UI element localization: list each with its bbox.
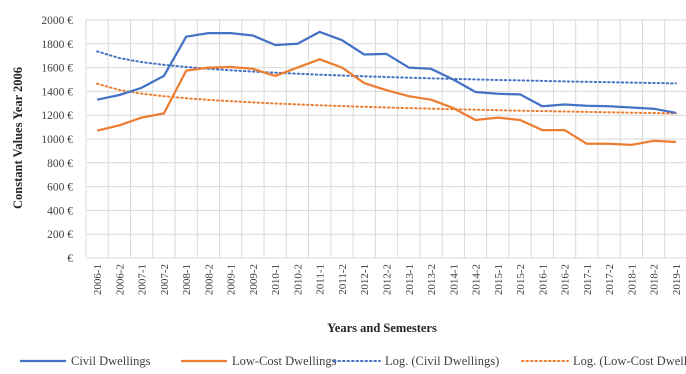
x-tick-label: 2013-1 (404, 264, 416, 295)
x-tick-label: 2014-2 (471, 264, 483, 295)
y-tick-label: 2000 € (41, 15, 73, 27)
legend: Civil Dwellings Low-Cost Dwellings Log. (C… (20, 354, 686, 368)
legend-label: Civil Dwellings (71, 354, 151, 368)
legend-label: Low-Cost Dwellings (232, 354, 337, 368)
y-tick-label: € (67, 253, 73, 265)
x-tick-label: 2018-2 (649, 264, 661, 295)
series-line-civil-dwellings (96, 30, 677, 114)
series-line-log-civil-dwellings (96, 50, 677, 85)
x-tick-label: 2010-1 (270, 264, 282, 295)
x-tick-label: 2006-2 (114, 264, 126, 295)
y-axis-title: Constant Values Year 2006 (11, 67, 25, 209)
x-tick-label: 2011-2 (337, 264, 349, 295)
x-tick-label: 2015-2 (515, 264, 527, 295)
y-tick-label: 600 € (47, 182, 73, 194)
y-axis-ticks: €200 € 400 € 600 € 800 € 1000 € 1200 € 1400 € 1… (41, 15, 73, 265)
x-tick-label: 2015-1 (493, 264, 505, 295)
x-tick-label: 2009-1 (226, 264, 238, 295)
x-tick-label: 2014-1 (448, 264, 460, 295)
x-tick-label: 2009-2 (248, 264, 260, 295)
x-tick-label: 2016-2 (560, 264, 572, 295)
x-tick-label: 2019-1 (671, 264, 683, 295)
series-line-low-cost-dwellings (96, 58, 676, 147)
series-line-log-low-cost-dwellings (96, 82, 677, 115)
x-tick-label: 2018-1 (626, 264, 638, 295)
y-tick-label: 400 € (47, 205, 73, 217)
series-lines (96, 30, 677, 147)
y-tick-label: 200 € (47, 229, 73, 241)
x-tick-label: 2007-1 (137, 264, 149, 295)
x-tick-label: 2008-2 (203, 264, 215, 295)
y-tick-label: 800 € (47, 158, 73, 170)
x-tick-label: 2017-2 (604, 264, 616, 295)
x-axis-title: Years and Semesters (327, 321, 437, 335)
legend-label: Log. (Civil Dwellings) (385, 354, 499, 368)
x-tick-label: 2010-2 (292, 264, 304, 295)
x-tick-label: 2017-1 (582, 264, 594, 295)
x-tick-label: 2012-2 (382, 264, 394, 295)
y-tick-label: 1000 € (41, 134, 73, 146)
y-tick-label: 1600 € (41, 63, 73, 75)
x-tick-label: 2012-1 (359, 264, 371, 295)
y-tick-label: 1800 € (41, 39, 73, 51)
x-axis-ticks: 2006-1 2006-2 2007-1 2007-2 2008-1 2008-2 2009… (92, 264, 683, 295)
x-tick-label: 2013-2 (426, 264, 438, 295)
x-tick-label: 2016-1 (537, 264, 549, 295)
legend-label: Log. (Low-Cost Dwellings) (573, 354, 686, 368)
y-tick-label: 1400 € (41, 86, 73, 98)
x-tick-label: 2006-1 (92, 264, 104, 295)
y-tick-label: 1200 € (41, 110, 73, 122)
x-tick-label: 2008-1 (181, 264, 193, 295)
x-tick-label: 2007-2 (159, 264, 171, 295)
x-tick-label: 2011-1 (315, 264, 327, 295)
gridlines (85, 19, 686, 259)
